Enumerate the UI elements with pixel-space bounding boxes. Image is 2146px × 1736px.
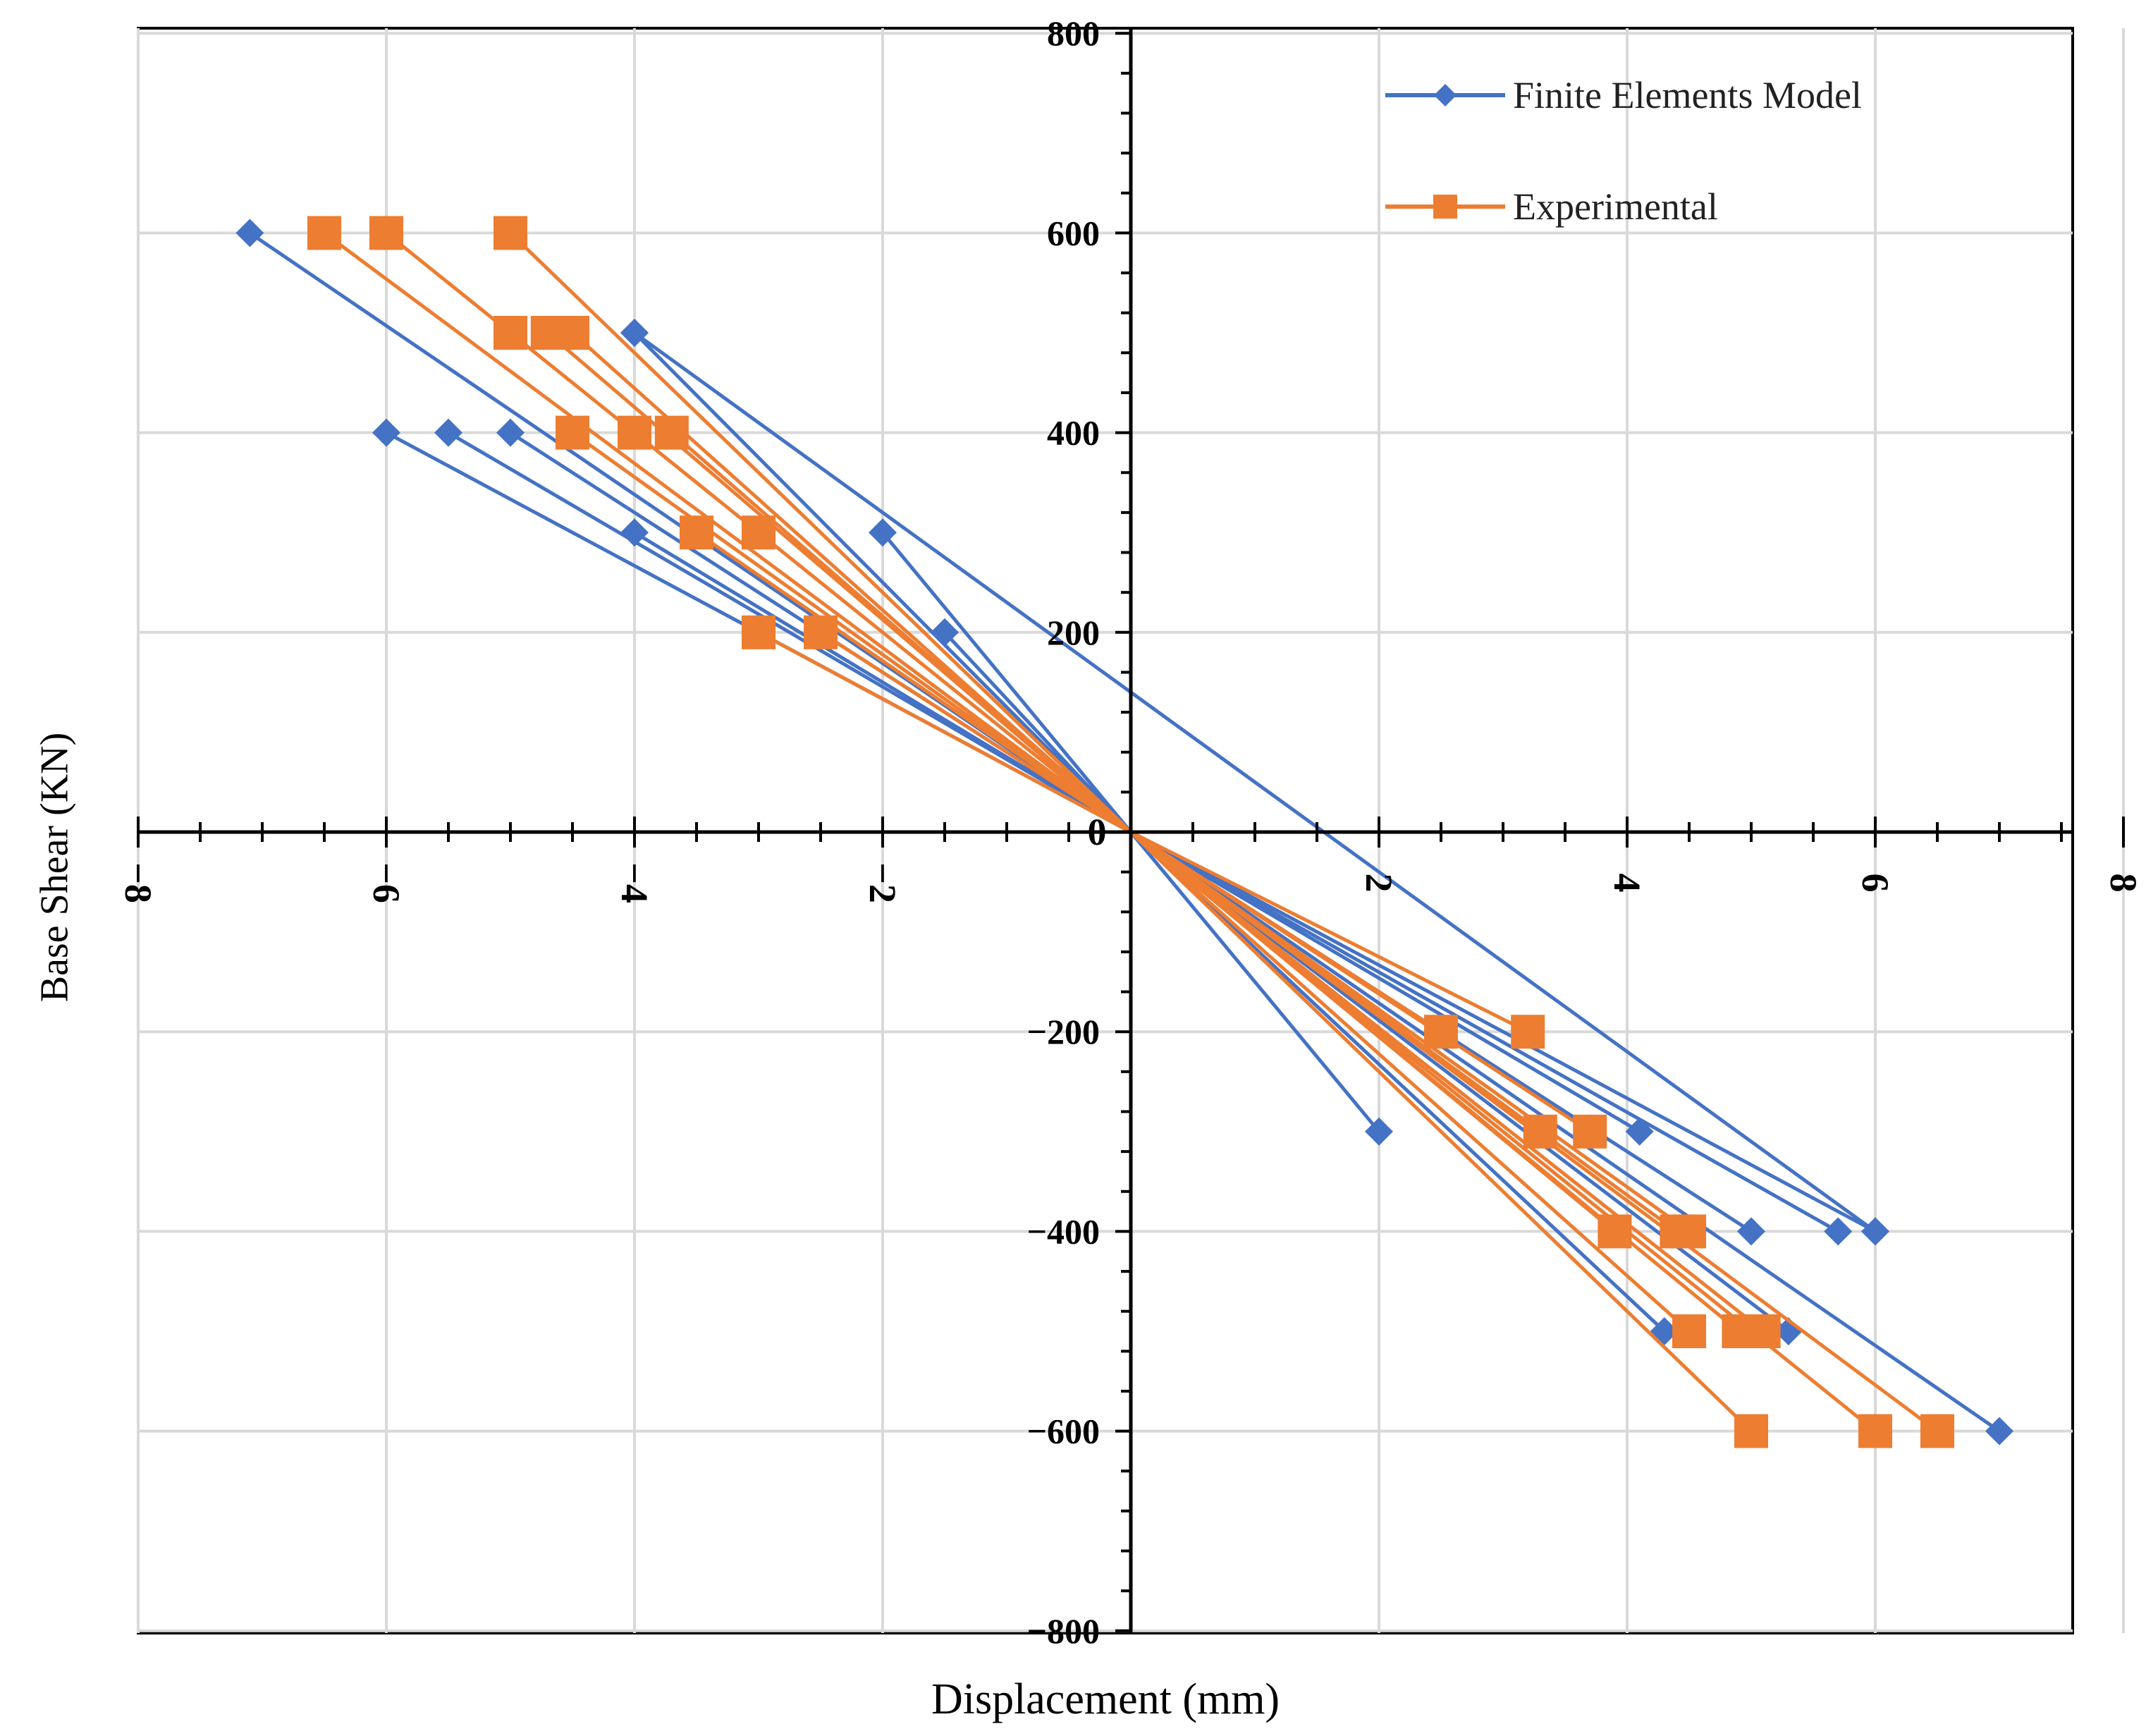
data-point-experimental [742, 515, 775, 550]
legend-item-experimental: Experimental [1382, 182, 2016, 231]
y-tick-label: −600 [1027, 1412, 1100, 1451]
x-tick-label: −8 [117, 862, 159, 903]
axes [137, 28, 2125, 1633]
data-point-fem [1985, 1417, 2013, 1445]
series-lines [235, 216, 2013, 1448]
x-tick-label: −2 [862, 862, 904, 903]
y-tick-label: −200 [1027, 1012, 1100, 1051]
data-point-experimental [1573, 1114, 1607, 1149]
data-point-fem [931, 618, 959, 647]
y-tick-label: 600 [1047, 213, 1100, 252]
data-point-experimental [742, 615, 775, 649]
y-tick-label: 400 [1047, 413, 1100, 453]
data-point-experimental [804, 615, 838, 649]
data-point-experimental [618, 415, 651, 450]
x-tick-label: 8 [2102, 874, 2145, 893]
x-tick-label: 2 [1358, 874, 1400, 893]
data-point-experimental [680, 515, 713, 550]
data-point-experimental [1598, 1214, 1632, 1249]
data-point-fem [372, 418, 400, 447]
legend: Finite Elements Model Experimental [1382, 71, 2016, 293]
data-point-experimental [1660, 1214, 1694, 1249]
data-point-fem [496, 418, 525, 447]
data-point-experimental [1424, 1015, 1458, 1049]
data-point-experimental [1672, 1314, 1706, 1348]
x-tick-label: −6 [365, 862, 407, 903]
data-point-experimental [556, 316, 589, 350]
data-point-experimental [493, 216, 527, 250]
x-tick-label: 4 [1606, 874, 1648, 893]
data-point-experimental [369, 216, 403, 250]
data-point-experimental [1511, 1015, 1545, 1049]
data-point-experimental [556, 415, 589, 450]
data-point-fem [1737, 1217, 1765, 1246]
gridlines [137, 28, 2125, 1633]
data-point-experimental [1920, 1414, 1954, 1448]
data-point-experimental [1523, 1114, 1557, 1149]
data-point-fem [1625, 1117, 1654, 1146]
legend-fem-swatch [1385, 84, 1505, 106]
data-point-experimental [1746, 1314, 1781, 1348]
data-point-experimental [1858, 1414, 1892, 1448]
data-point-fem [1824, 1217, 1853, 1246]
origin-label: 0 [1088, 811, 1107, 853]
legend-label-fem: Finite Elements Model [1513, 74, 1862, 116]
x-tick-label: 6 [1854, 874, 1896, 893]
legend-label-experimental: Experimental [1513, 185, 1718, 228]
tick-labels: −8 −6 −4 −2 2 4 6 8 800 600 400 200 −200 −400 −600 −800… [117, 13, 2145, 1651]
data-point-fem [1365, 1117, 1393, 1146]
data-point-fem [869, 518, 897, 547]
x-axis-title: Displacement (mm) [931, 1675, 1280, 1723]
data-point-experimental [654, 415, 689, 450]
y-tick-label: 800 [1047, 13, 1100, 53]
y-tick-label: −400 [1027, 1211, 1100, 1251]
x-tick-label: −4 [613, 862, 656, 903]
data-point-experimental [493, 316, 527, 350]
data-point-fem [620, 518, 649, 547]
legend-exp-swatch [1385, 195, 1505, 219]
y-axis-title: Base Shear (KN) [32, 732, 77, 1003]
y-tick-label: 200 [1047, 613, 1100, 652]
data-point-experimental [1734, 1414, 1768, 1448]
data-point-experimental [307, 216, 341, 250]
data-point-fem [1861, 1217, 1889, 1246]
data-point-fem [620, 319, 649, 347]
legend-item-fem: Finite Elements Model [1382, 71, 2016, 120]
data-point-fem [434, 418, 462, 447]
y-tick-label: −800 [1027, 1611, 1100, 1651]
data-point-fem [235, 219, 264, 247]
y-axis-title-wrap: Base Shear (KN) [1, 494, 107, 1241]
